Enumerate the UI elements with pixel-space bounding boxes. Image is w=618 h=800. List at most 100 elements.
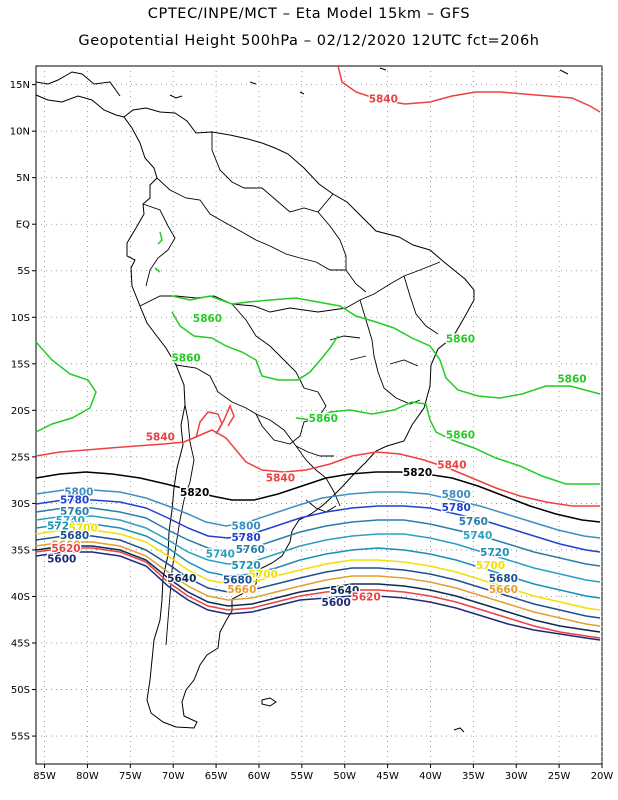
contour-label: 5840 <box>369 94 398 106</box>
contour-label: 5720 <box>480 547 509 559</box>
contour-5760 <box>35 507 601 567</box>
map-title-line1: CPTEC/INPE/MCT – Eta Model 15km – GFS <box>147 6 471 22</box>
contour-5860-west <box>35 341 97 433</box>
lon-tick-label: 30W <box>505 771 528 782</box>
contour-label: 5840 <box>266 472 295 484</box>
lon-tick-label: 65W <box>205 771 228 782</box>
contour-label: 5860 <box>193 313 222 325</box>
contour-label: 5820 <box>403 467 432 479</box>
contour-5820 <box>35 471 601 523</box>
lat-tick-label: 35S <box>11 545 30 556</box>
contour-label: 5860 <box>171 352 200 364</box>
contour-label: 5740 <box>56 515 85 527</box>
south-georgia <box>453 727 465 733</box>
contour-5700 <box>35 529 601 611</box>
lon-tick-label: 80W <box>76 771 99 782</box>
contour-label: 5700 <box>69 523 98 535</box>
contour-5860-inner <box>171 311 339 381</box>
lat-tick-label: 5S <box>17 266 30 277</box>
lat-tick-label: 15S <box>11 359 30 370</box>
contour-label: 5740 <box>463 530 492 542</box>
lat-tick-label: 10N <box>10 127 30 138</box>
contour-label: 5700 <box>476 560 505 572</box>
map-title-line2: Geopotential Height 500hPa – 02/12/2020 … <box>78 33 540 49</box>
contour-5840-bolivia <box>195 404 235 439</box>
central-america-north <box>35 71 121 97</box>
lat-tick-label: 55S <box>11 732 30 743</box>
country-borders <box>139 132 441 646</box>
falklands <box>261 697 277 707</box>
contour-label: 5600 <box>47 553 76 565</box>
contour-5780 <box>35 499 601 553</box>
lon-tick-label: 70W <box>162 771 185 782</box>
contour-label: 5660 <box>489 584 518 596</box>
contour-5640 <box>35 545 601 633</box>
contour-label: 5620 <box>51 543 80 555</box>
lat-tick-label: 25S <box>11 452 30 463</box>
contour-label: 5760 <box>236 544 265 556</box>
contour-5860-main <box>171 295 601 399</box>
lon-tick-label: 20W <box>591 771 614 782</box>
contour-label: 5700 <box>249 569 278 581</box>
contour-label: 5860 <box>446 430 475 442</box>
lat-tick-label: 20S <box>11 406 30 417</box>
contour-label: 5640 <box>330 585 359 597</box>
contour-label: 5780 <box>231 532 260 544</box>
south-america-coast <box>123 107 475 729</box>
contour-label: 5760 <box>60 506 89 518</box>
contour-label: 5680 <box>489 573 518 585</box>
contour-label: 5760 <box>459 516 488 528</box>
contour-label: 5720 <box>47 521 76 533</box>
axis-ticks: 15N 10N 5N EQ 5S 10S 15S 20S 25S 30S 35S 40S 45S 50S 5… <box>10 80 614 782</box>
contour-label: 5660 <box>227 584 256 596</box>
contour-label: 5860 <box>557 374 586 386</box>
lon-tick-label: 40W <box>419 771 442 782</box>
contour-label: 5780 <box>60 495 89 507</box>
coastline <box>35 67 569 733</box>
lat-tick-label: 30S <box>11 499 30 510</box>
contour-label: 5740 <box>206 549 235 561</box>
contour-label: 5680 <box>223 575 252 587</box>
lon-tick-label: 25W <box>548 771 571 782</box>
contour-5600 <box>35 551 601 641</box>
contour-labels: 5840 5860 5860 5860 5860 5860 5860 5840 5840 5840… <box>46 92 588 610</box>
lat-tick-label: EQ <box>16 220 30 231</box>
contour-label: 5720 <box>231 560 260 572</box>
lon-tick-label: 45W <box>376 771 399 782</box>
map-frame <box>35 65 603 765</box>
contour-label: 5640 <box>167 573 196 585</box>
contour-5740 <box>35 515 601 583</box>
contour-5720 <box>35 523 601 599</box>
lat-tick-label: 40S <box>11 592 30 603</box>
contour-label: 5860 <box>446 334 475 346</box>
contour-label: 5840 <box>437 459 466 471</box>
lat-tick-label: 45S <box>11 639 30 650</box>
lon-tick-label: 85W <box>33 771 56 782</box>
contour-label: 5680 <box>60 530 89 542</box>
lon-tick-label: 75W <box>119 771 142 782</box>
contour-label: 5800 <box>442 489 471 501</box>
lat-tick-label: 5N <box>16 173 30 184</box>
contour-5800 <box>35 489 601 539</box>
lon-tick-label: 55W <box>291 771 314 782</box>
central-america-coast <box>35 94 125 118</box>
contour-label: 5780 <box>442 502 471 514</box>
contour-5840-andes <box>35 429 600 507</box>
contours <box>35 65 601 641</box>
contour-5620 <box>35 547 601 639</box>
contour-5660 <box>35 541 601 627</box>
lat-tick-label: 50S <box>11 685 30 696</box>
contour-label: 5600 <box>322 597 351 609</box>
lon-tick-label: 35W <box>462 771 485 782</box>
contour-label: 5860 <box>309 413 338 425</box>
contour-label: 5820 <box>180 487 209 499</box>
lat-tick-label: 15N <box>10 80 30 91</box>
lon-tick-label: 50W <box>333 771 356 782</box>
contour-label: 5660 <box>51 539 80 551</box>
contour-5860-south <box>295 401 600 485</box>
contour-label: 5840 <box>146 431 175 443</box>
contour-label: 5620 <box>352 591 381 603</box>
contour-5860-amazon <box>154 231 163 273</box>
lon-tick-label: 60W <box>248 771 271 782</box>
